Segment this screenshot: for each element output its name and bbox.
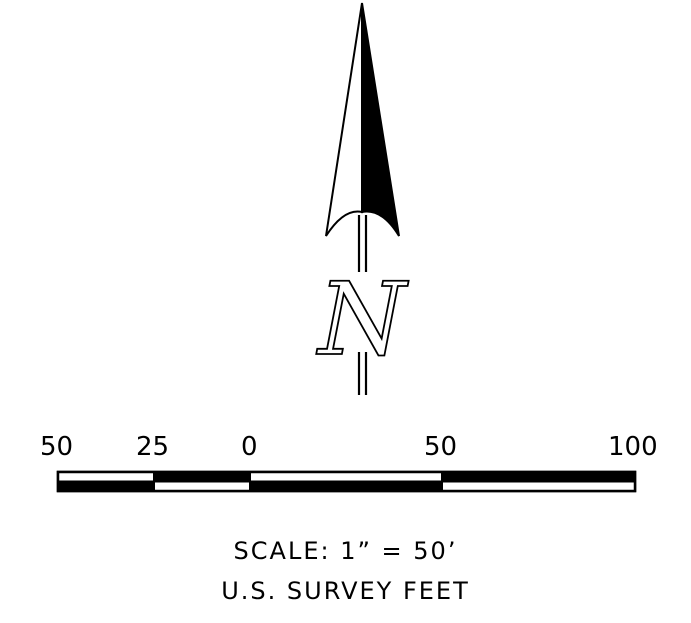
scale-seg-4-bottom xyxy=(441,480,636,492)
north-letter: N xyxy=(316,261,409,378)
arrowhead-left-half xyxy=(325,2,363,237)
scale-label-100: 100 xyxy=(608,432,658,462)
arrowhead-right-half xyxy=(361,2,400,237)
scale-label-0: 0 xyxy=(241,432,258,462)
scale-seg-2-top xyxy=(154,472,250,482)
scale-label-50-left: 50 xyxy=(40,432,74,462)
scale-seg-2-bottom xyxy=(153,480,251,492)
scale-units-text: U.S. SURVEY FEET xyxy=(221,577,470,605)
scale-bar xyxy=(56,470,637,493)
scale-seg-3-top xyxy=(249,471,443,483)
scale-seg-3-bottom xyxy=(250,481,442,491)
scale-label-25: 25 xyxy=(136,432,170,462)
scale-label-50: 50 xyxy=(424,432,458,462)
north-arrow-icon: N xyxy=(315,2,410,395)
scale-ratio-text: SCALE: 1” = 50’ xyxy=(233,537,458,565)
scale-seg-1-bottom xyxy=(58,481,154,491)
scale-seg-1-top xyxy=(57,471,155,483)
scale-seg-4-top xyxy=(442,472,635,482)
